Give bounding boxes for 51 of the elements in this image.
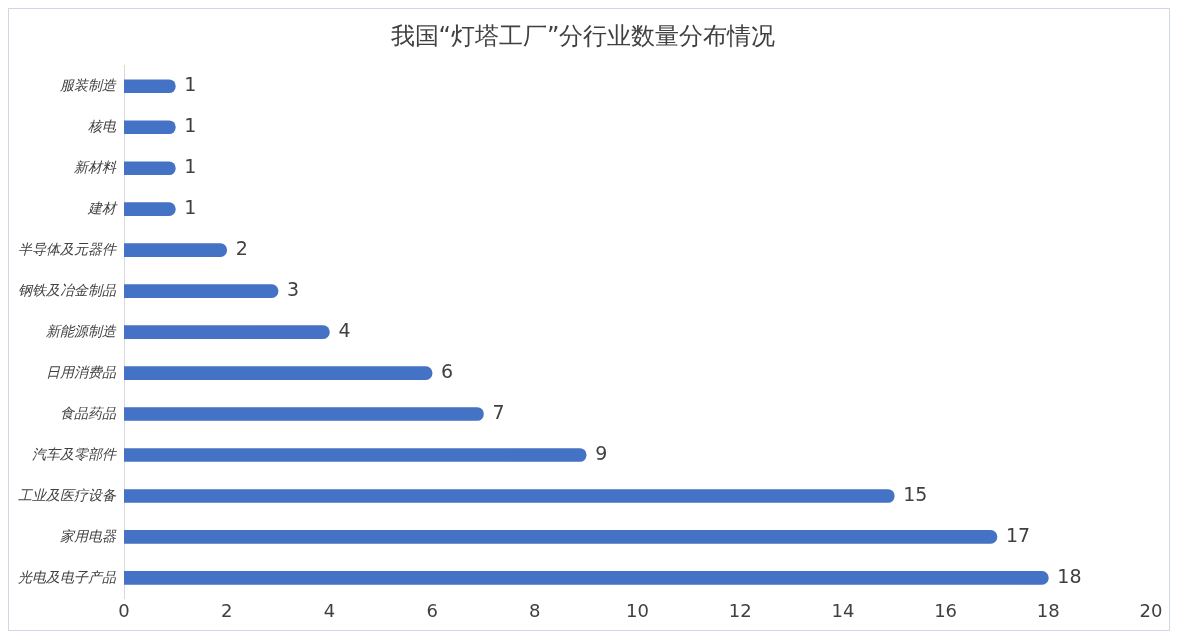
bar — [124, 407, 484, 421]
data-label: 3 — [287, 278, 300, 301]
bar — [124, 284, 279, 298]
y-tick-label: 汽车及零部件 — [32, 445, 117, 462]
data-label: 17 — [1005, 523, 1031, 546]
y-tick-label: 核电 — [88, 117, 117, 134]
y-tick-label: 光电及电子产品 — [18, 568, 117, 585]
bar — [124, 202, 176, 217]
data-label: 1 — [184, 196, 197, 219]
data-label: 18 — [1057, 564, 1082, 587]
data-label: 1 — [184, 73, 197, 96]
data-label: 4 — [338, 319, 351, 342]
data-label: 2 — [235, 237, 248, 260]
bar — [124, 366, 433, 380]
x-tick-label: 0 — [118, 599, 130, 621]
x-tick-label: 8 — [529, 599, 541, 621]
data-label: 7 — [492, 400, 505, 423]
y-tick-label: 新能源制造 — [46, 322, 117, 339]
bar — [124, 448, 587, 462]
bar — [124, 243, 228, 257]
x-tick-label: 6 — [426, 599, 438, 621]
x-tick-label: 16 — [934, 599, 958, 621]
bar — [124, 325, 330, 339]
data-label: 9 — [595, 441, 608, 464]
bar — [124, 571, 1049, 585]
y-tick-label: 半导体及元器件 — [18, 240, 117, 257]
x-tick-label: 12 — [728, 599, 752, 621]
y-tick-label: 钢铁及冶金制品 — [18, 281, 117, 298]
chart-title: 我国“灯塔工厂”分行业数量分布情况 — [390, 21, 776, 50]
y-tick-label: 工业及医疗设备 — [18, 486, 117, 503]
data-label: 1 — [184, 155, 197, 178]
x-tick-label: 18 — [1036, 599, 1060, 621]
x-tick-label: 2 — [220, 599, 233, 621]
y-tick-label: 新材料 — [74, 158, 117, 175]
bar — [124, 79, 176, 94]
bar — [124, 120, 176, 135]
x-tick-label: 10 — [626, 599, 649, 621]
y-tick-label: 日用消费品 — [46, 363, 117, 380]
data-label: 15 — [903, 482, 928, 505]
y-tick-label: 家用电器 — [60, 527, 117, 544]
x-tick-label: 4 — [323, 599, 336, 621]
y-tick-label: 建材 — [87, 199, 118, 216]
bar — [124, 530, 998, 544]
bar — [124, 161, 176, 176]
bar — [124, 489, 895, 503]
y-tick-label: 服装制造 — [60, 76, 117, 93]
data-label: 1 — [184, 114, 197, 137]
x-tick-label: 20 — [1139, 599, 1163, 621]
x-tick-label: 14 — [831, 599, 855, 621]
y-tick-label: 食品药品 — [60, 404, 117, 421]
data-label: 6 — [441, 360, 454, 383]
